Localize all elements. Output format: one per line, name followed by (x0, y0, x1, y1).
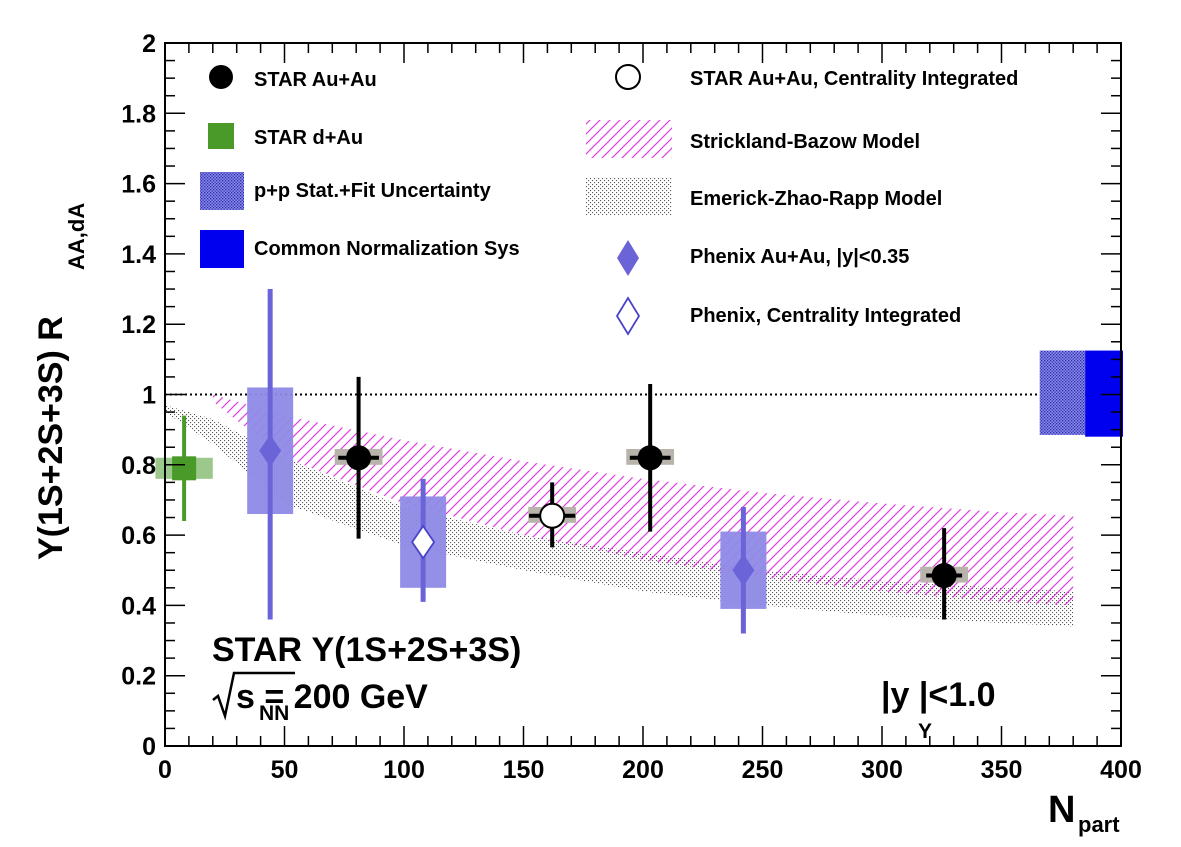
annotation-energy: s = 200 GeV (236, 678, 428, 716)
legend-marker-star-integrated (615, 64, 641, 90)
annotation-rapidity: |y |<1.0 (881, 676, 996, 714)
legend-marker-strickland (586, 120, 672, 158)
y-tick-label: 1.4 (121, 241, 156, 269)
annotation-experiment: STAR Υ(1S+2S+3S) (212, 631, 521, 669)
legend-marker-rapp (586, 177, 672, 215)
legend-marker-phenix (617, 240, 639, 276)
strickland-model-band (212, 394, 1074, 606)
x-tick-label: 50 (271, 756, 299, 784)
y-tick-label: 0 (142, 733, 156, 761)
pp-uncertainty-band (1039, 350, 1086, 435)
star-auau-marker (637, 445, 663, 471)
x-tick-label: 200 (622, 756, 664, 784)
data-points (155, 289, 969, 634)
annotation-rapidity-subscript: Υ (918, 720, 932, 743)
normalization-bands (1039, 350, 1123, 437)
y-axis-title-group: Υ(1S+2S+3S) R AA,dA (32, 203, 89, 560)
x-axis-title-subscript: part (1078, 812, 1120, 837)
common-normalization-band (1085, 350, 1123, 437)
legend-label-star-integrated: STAR Au+Au, Centrality Integrated (690, 68, 1018, 90)
x-tick-label: 400 (1100, 756, 1142, 784)
legend-marker-star-dau (208, 123, 234, 149)
legend-label-common-normalization: Common Normalization Sys (254, 238, 520, 260)
y-tick-label: 1 (142, 382, 156, 410)
y-tick-label: 0.2 (121, 663, 156, 691)
model-bands (165, 394, 1074, 627)
phenix-integrated-marker (411, 524, 436, 560)
legend-label-star-auau: STAR Au+Au (254, 69, 377, 91)
legend-label-phenix: Phenix Au+Au, |y|<0.35 (690, 246, 909, 268)
y-axis-title-subscript: AA,dA (64, 203, 89, 270)
y-tick-label: 0.8 (121, 452, 156, 480)
x-tick-label: 150 (503, 756, 545, 784)
sqrt-symbol (212, 671, 295, 721)
legend-label-star-dau: STAR d+Au (254, 127, 363, 149)
x-axis-title: N (1048, 789, 1075, 831)
legend-label-strickland: Strickland-Bazow Model (690, 131, 920, 153)
axes: 0 50 100 150 200 250 300 350 400 0 0.2 0.4 0.6 0.8 1 1.… (121, 30, 1142, 784)
dau-marker (172, 456, 197, 481)
annotation-energy-subscript: NN (259, 702, 289, 725)
legend-label-phenix-integrated: Phenix, Centrality Integrated (690, 305, 961, 327)
legend: STAR Au+Au STAR d+Au p+p Stat.+Fit Uncer… (200, 64, 1018, 336)
x-tick-label: 250 (742, 756, 784, 784)
y-tick-label: 1.6 (121, 171, 156, 199)
legend-label-pp-uncertainty: p+p Stat.+Fit Uncertainty (254, 180, 492, 202)
rapp-model-band (165, 405, 1074, 627)
x-tick-label: 100 (383, 756, 425, 784)
y-tick-label: 1.8 (121, 100, 156, 128)
x-tick-label: 0 (158, 756, 172, 784)
legend-label-rapp: Emerick-Zhao-Rapp Model (690, 188, 942, 210)
star-integrated-marker (539, 502, 566, 529)
legend-marker-phenix-integrated (615, 296, 641, 336)
star-auau-marker (346, 445, 372, 471)
y-axis-title: Υ(1S+2S+3S) R (32, 316, 70, 560)
y-tick-label: 2 (142, 30, 156, 58)
legend-marker-pp-uncertainty (200, 172, 244, 210)
x-tick-label: 350 (981, 756, 1023, 784)
x-tick-label: 300 (861, 756, 903, 784)
star-auau-marker (931, 563, 957, 589)
y-tick-label: 1.2 (121, 311, 156, 339)
phenix-marker (732, 554, 755, 587)
y-tick-label: 0.4 (121, 592, 156, 620)
y-tick-label: 0.6 (121, 522, 156, 550)
legend-marker-star-auau (209, 65, 233, 89)
phenix-marker (259, 434, 282, 467)
legend-marker-common-normalization (200, 230, 244, 268)
